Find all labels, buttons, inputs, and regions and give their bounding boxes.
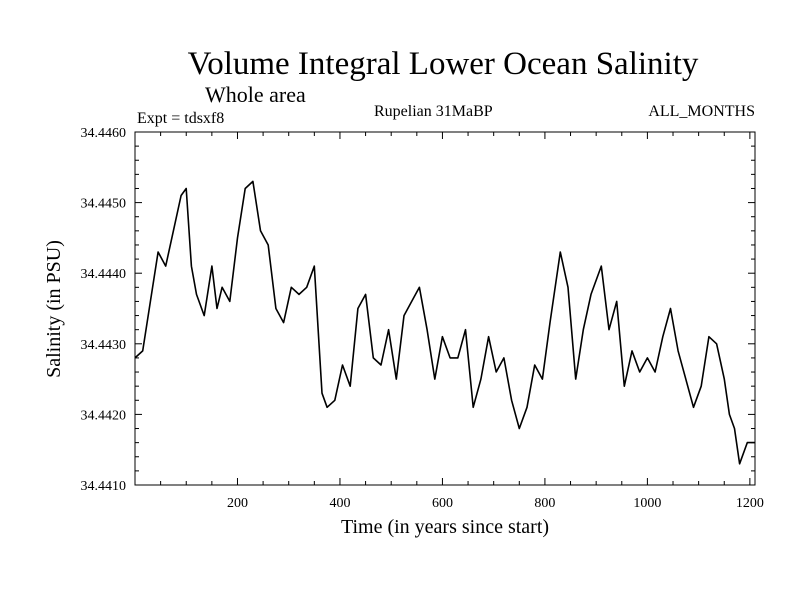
x-tick-label: 1000 <box>633 496 661 511</box>
y-tick-label: 34.4410 <box>81 479 127 494</box>
x-tick-label: 800 <box>534 496 555 511</box>
y-tick-label: 34.4460 <box>81 126 127 141</box>
data-series <box>134 180 755 465</box>
x-axis-label: Time (in years since start) <box>341 516 549 538</box>
x-tick-label: 200 <box>227 496 248 511</box>
y-axis: 34.4410 34.4420 34.4430 34.4440 34.4450 34.44… <box>81 126 755 494</box>
x-tick-label: 1200 <box>736 496 764 511</box>
period-label: Rupelian 31MaBP <box>374 103 493 120</box>
expt-label: Expt = tdsxf8 <box>137 110 224 127</box>
months-label: ALL_MONTHS <box>648 103 755 120</box>
chart-title: Volume Integral Lower Ocean Salinity <box>188 46 699 82</box>
chart-subtitle: Whole area <box>205 82 306 107</box>
x-tick-label: 600 <box>432 496 453 511</box>
y-tick-label: 34.4450 <box>81 197 127 212</box>
y-axis-label: Salinity (in PSU) <box>43 240 65 378</box>
x-axis: 200 400 600 800 1000 1200 <box>160 132 764 511</box>
series-line-salinity <box>134 180 755 465</box>
x-tick-label: 400 <box>329 496 350 511</box>
plot-frame <box>134 131 756 486</box>
y-tick-label: 34.4440 <box>81 267 127 282</box>
y-tick-label: 34.4420 <box>81 408 127 423</box>
y-tick-label: 34.4430 <box>81 338 127 353</box>
